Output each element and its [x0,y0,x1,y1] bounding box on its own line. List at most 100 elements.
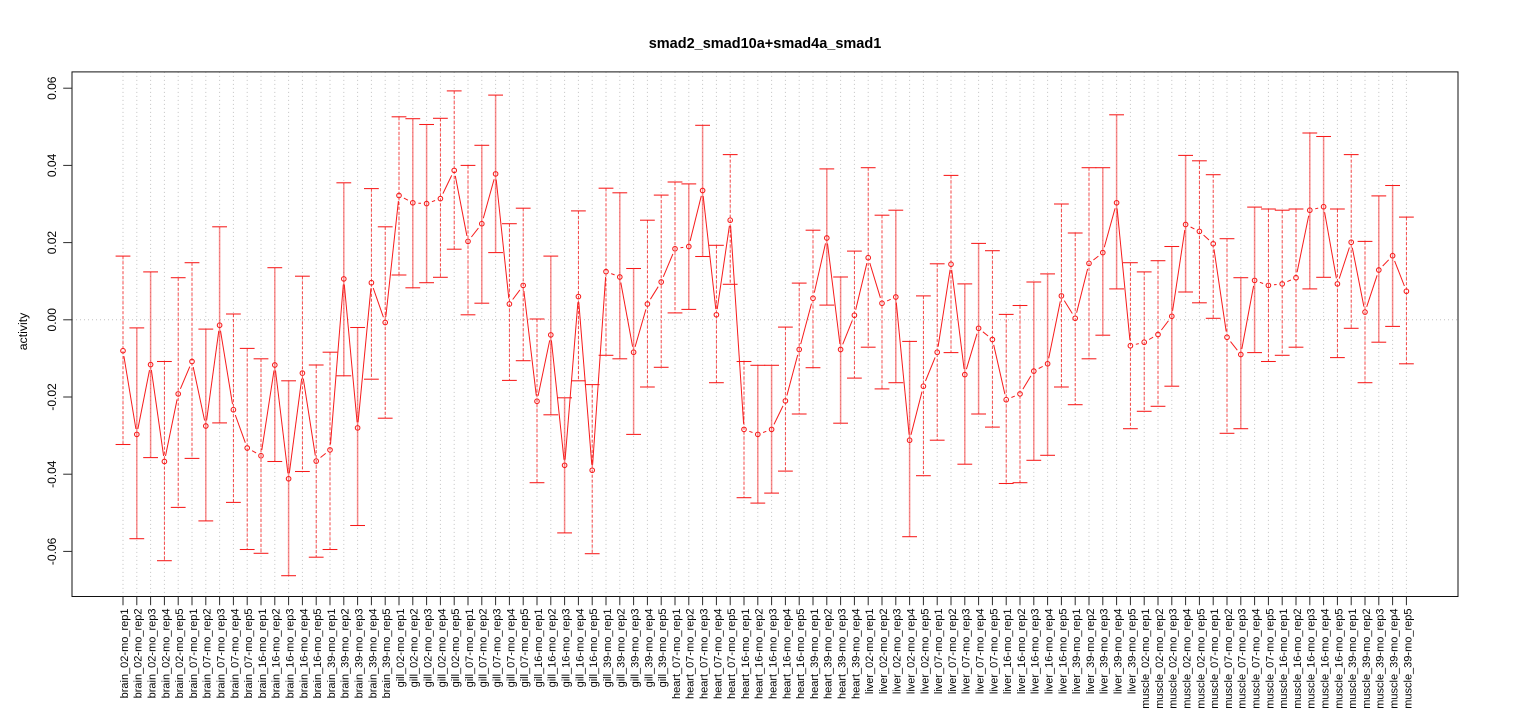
svg-text:gill_16-mo_rep1: gill_16-mo_rep1 [533,609,545,688]
svg-text:gill_07-mo_rep1: gill_07-mo_rep1 [464,609,476,688]
svg-text:liver_02-mo_rep3: liver_02-mo_rep3 [892,609,904,695]
svg-text:muscle_39-mo_rep3: muscle_39-mo_rep3 [1375,609,1387,709]
svg-text:0.06: 0.06 [45,76,59,100]
svg-text:brain_39-mo_rep4: brain_39-mo_rep4 [367,609,379,699]
svg-text:liver_16-mo_rep5: liver_16-mo_rep5 [1057,609,1069,695]
svg-text:liver_16-mo_rep2: liver_16-mo_rep2 [1016,609,1028,695]
svg-text:0.04: 0.04 [45,153,59,177]
svg-text:-0.06: -0.06 [45,537,59,565]
svg-text:muscle_02-mo_rep5: muscle_02-mo_rep5 [1195,609,1207,709]
svg-text:heart_16-mo_rep5: heart_16-mo_rep5 [795,609,807,700]
svg-text:smad2_smad10a+smad4a_smad1: smad2_smad10a+smad4a_smad1 [649,36,882,52]
svg-text:muscle_16-mo_rep3: muscle_16-mo_rep3 [1306,609,1318,709]
svg-text:brain_39-mo_rep3: brain_39-mo_rep3 [354,609,366,699]
svg-text:liver_07-mo_rep1: liver_07-mo_rep1 [933,609,945,695]
svg-text:brain_39-mo_rep2: brain_39-mo_rep2 [340,609,352,699]
svg-text:muscle_39-mo_rep5: muscle_39-mo_rep5 [1402,609,1414,709]
svg-text:brain_07-mo_rep5: brain_07-mo_rep5 [243,609,255,699]
svg-text:gill_39-mo_rep3: gill_39-mo_rep3 [630,609,642,688]
svg-text:liver_07-mo_rep3: liver_07-mo_rep3 [961,609,973,695]
svg-text:gill_16-mo_rep5: gill_16-mo_rep5 [588,609,600,688]
svg-text:heart_39-mo_rep1: heart_39-mo_rep1 [809,609,821,700]
svg-text:liver_02-mo_rep2: liver_02-mo_rep2 [878,609,890,695]
svg-text:liver_07-mo_rep2: liver_07-mo_rep2 [947,609,959,695]
svg-text:brain_02-mo_rep4: brain_02-mo_rep4 [160,609,172,699]
svg-text:brain_07-mo_rep4: brain_07-mo_rep4 [229,609,241,699]
svg-text:brain_16-mo_rep4: brain_16-mo_rep4 [298,609,310,699]
svg-text:muscle_02-mo_rep3: muscle_02-mo_rep3 [1168,609,1180,709]
svg-text:liver_39-mo_rep1: liver_39-mo_rep1 [1071,609,1083,695]
svg-text:0.00: 0.00 [45,308,59,332]
svg-text:gill_02-mo_rep4: gill_02-mo_rep4 [436,609,448,688]
svg-text:gill_07-mo_rep4: gill_07-mo_rep4 [505,609,517,688]
svg-text:liver_07-mo_rep5: liver_07-mo_rep5 [988,609,1000,695]
svg-text:gill_02-mo_rep1: gill_02-mo_rep1 [395,609,407,688]
svg-text:0.02: 0.02 [45,231,59,255]
svg-text:brain_39-mo_rep5: brain_39-mo_rep5 [381,609,393,699]
svg-text:brain_02-mo_rep1: brain_02-mo_rep1 [119,609,131,699]
svg-text:brain_07-mo_rep3: brain_07-mo_rep3 [216,609,228,699]
svg-text:gill_16-mo_rep4: gill_16-mo_rep4 [574,609,586,688]
svg-text:muscle_39-mo_rep2: muscle_39-mo_rep2 [1361,609,1373,709]
svg-text:heart_16-mo_rep2: heart_16-mo_rep2 [754,609,766,700]
svg-text:gill_39-mo_rep4: gill_39-mo_rep4 [643,609,655,688]
svg-text:brain_02-mo_rep3: brain_02-mo_rep3 [147,609,159,699]
svg-text:gill_02-mo_rep5: gill_02-mo_rep5 [450,609,462,688]
svg-text:brain_16-mo_rep1: brain_16-mo_rep1 [257,609,269,699]
svg-text:heart_39-mo_rep2: heart_39-mo_rep2 [823,609,835,700]
svg-text:liver_16-mo_rep4: liver_16-mo_rep4 [1044,609,1056,695]
svg-text:muscle_16-mo_rep5: muscle_16-mo_rep5 [1333,609,1345,709]
svg-text:heart_16-mo_rep1: heart_16-mo_rep1 [740,609,752,700]
svg-text:activity: activity [16,312,30,350]
svg-text:muscle_39-mo_rep1: muscle_39-mo_rep1 [1347,609,1359,709]
svg-text:gill_02-mo_rep3: gill_02-mo_rep3 [423,609,435,688]
svg-text:liver_39-mo_rep2: liver_39-mo_rep2 [1085,609,1097,695]
svg-text:muscle_07-mo_rep5: muscle_07-mo_rep5 [1264,609,1276,709]
svg-text:gill_16-mo_rep3: gill_16-mo_rep3 [561,609,573,688]
svg-text:-0.02: -0.02 [45,383,59,411]
svg-text:liver_39-mo_rep4: liver_39-mo_rep4 [1113,609,1125,695]
svg-text:heart_16-mo_rep4: heart_16-mo_rep4 [781,609,793,700]
svg-text:heart_07-mo_rep1: heart_07-mo_rep1 [671,609,683,700]
svg-text:muscle_16-mo_rep1: muscle_16-mo_rep1 [1278,609,1290,709]
svg-text:heart_39-mo_rep4: heart_39-mo_rep4 [850,609,862,700]
svg-text:muscle_07-mo_rep4: muscle_07-mo_rep4 [1251,609,1263,709]
svg-text:gill_39-mo_rep2: gill_39-mo_rep2 [616,609,628,688]
svg-text:muscle_07-mo_rep3: muscle_07-mo_rep3 [1237,609,1249,709]
svg-text:gill_07-mo_rep2: gill_07-mo_rep2 [478,609,490,688]
svg-text:muscle_07-mo_rep2: muscle_07-mo_rep2 [1223,609,1235,709]
svg-text:heart_39-mo_rep3: heart_39-mo_rep3 [837,609,849,700]
svg-text:gill_07-mo_rep5: gill_07-mo_rep5 [519,609,531,688]
svg-text:liver_39-mo_rep5: liver_39-mo_rep5 [1126,609,1138,695]
svg-text:brain_16-mo_rep2: brain_16-mo_rep2 [271,609,283,699]
svg-text:liver_16-mo_rep3: liver_16-mo_rep3 [1030,609,1042,695]
svg-text:muscle_02-mo_rep2: muscle_02-mo_rep2 [1154,609,1166,709]
svg-text:brain_16-mo_rep5: brain_16-mo_rep5 [312,609,324,699]
svg-text:brain_07-mo_rep1: brain_07-mo_rep1 [188,609,200,699]
svg-text:liver_02-mo_rep5: liver_02-mo_rep5 [919,609,931,695]
svg-text:gill_02-mo_rep2: gill_02-mo_rep2 [409,609,421,688]
svg-text:heart_07-mo_rep5: heart_07-mo_rep5 [726,609,738,700]
svg-text:heart_16-mo_rep3: heart_16-mo_rep3 [768,609,780,700]
svg-text:muscle_39-mo_rep4: muscle_39-mo_rep4 [1389,609,1401,709]
svg-text:gill_39-mo_rep5: gill_39-mo_rep5 [657,609,669,688]
svg-text:heart_07-mo_rep2: heart_07-mo_rep2 [685,609,697,700]
svg-text:gill_16-mo_rep2: gill_16-mo_rep2 [547,609,559,688]
svg-text:liver_02-mo_rep1: liver_02-mo_rep1 [864,609,876,695]
svg-text:muscle_02-mo_rep4: muscle_02-mo_rep4 [1182,609,1194,709]
svg-text:muscle_07-mo_rep1: muscle_07-mo_rep1 [1209,609,1221,709]
svg-text:heart_07-mo_rep3: heart_07-mo_rep3 [699,609,711,700]
svg-text:muscle_02-mo_rep1: muscle_02-mo_rep1 [1140,609,1152,709]
svg-text:liver_02-mo_rep4: liver_02-mo_rep4 [906,609,918,695]
svg-text:liver_16-mo_rep1: liver_16-mo_rep1 [1002,609,1014,695]
svg-text:brain_39-mo_rep1: brain_39-mo_rep1 [326,609,338,699]
svg-text:gill_39-mo_rep1: gill_39-mo_rep1 [602,609,614,688]
svg-text:muscle_16-mo_rep4: muscle_16-mo_rep4 [1320,609,1332,709]
svg-text:brain_16-mo_rep3: brain_16-mo_rep3 [285,609,297,699]
svg-text:gill_07-mo_rep3: gill_07-mo_rep3 [492,609,504,688]
svg-text:-0.04: -0.04 [45,460,59,488]
svg-text:liver_39-mo_rep3: liver_39-mo_rep3 [1099,609,1111,695]
svg-text:heart_07-mo_rep4: heart_07-mo_rep4 [712,609,724,700]
svg-text:muscle_16-mo_rep2: muscle_16-mo_rep2 [1292,609,1304,709]
svg-text:brain_07-mo_rep2: brain_07-mo_rep2 [202,609,214,699]
